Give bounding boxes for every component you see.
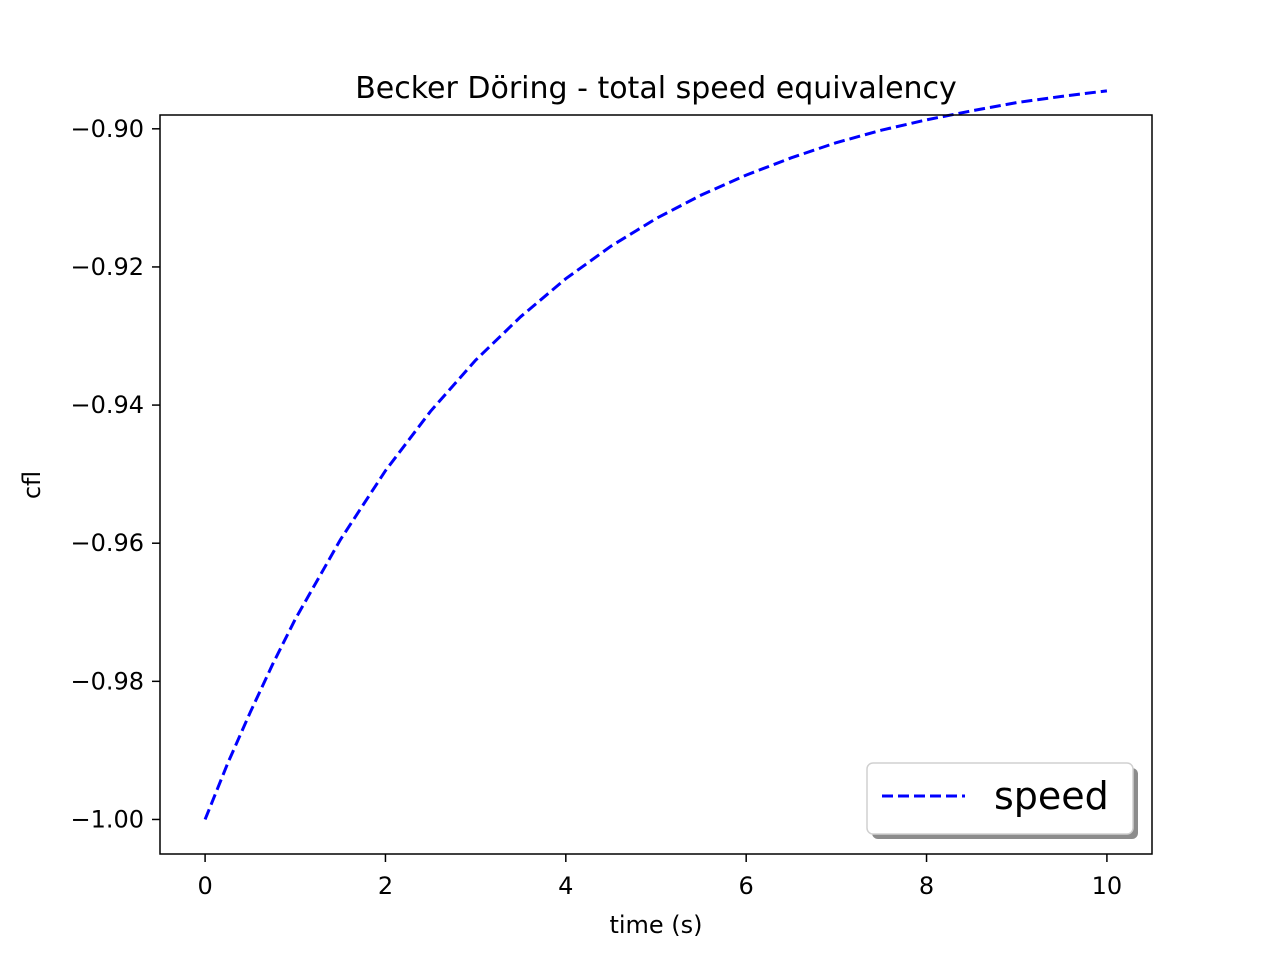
series-line-speed (203, 89, 1108, 821)
x-tick-label: 4 (558, 872, 573, 900)
x-axis-label: time (s) (609, 911, 702, 939)
plot-frame (159, 114, 1153, 855)
x-tick-label: 0 (197, 872, 212, 900)
x-tick-label: 8 (919, 872, 934, 900)
y-tick-label: −0.98 (70, 667, 144, 695)
y-tick-label: −0.90 (70, 115, 144, 143)
y-tick-label: −0.96 (70, 529, 144, 557)
legend-box (866, 762, 1134, 835)
x-tick-label: 2 (378, 872, 393, 900)
y-tick-label: −0.92 (70, 253, 144, 281)
x-tick-label: 6 (739, 872, 754, 900)
x-tick-label: 10 (1092, 872, 1123, 900)
legend-entry-speed: speed (994, 774, 1109, 818)
chart-title: Becker Döring - total speed equivalency (355, 71, 957, 106)
y-tick-label: −0.94 (70, 391, 144, 419)
y-axis-label: cfl (18, 471, 46, 499)
y-tick-label: −1.00 (70, 805, 144, 833)
legend: speed (866, 762, 1138, 839)
